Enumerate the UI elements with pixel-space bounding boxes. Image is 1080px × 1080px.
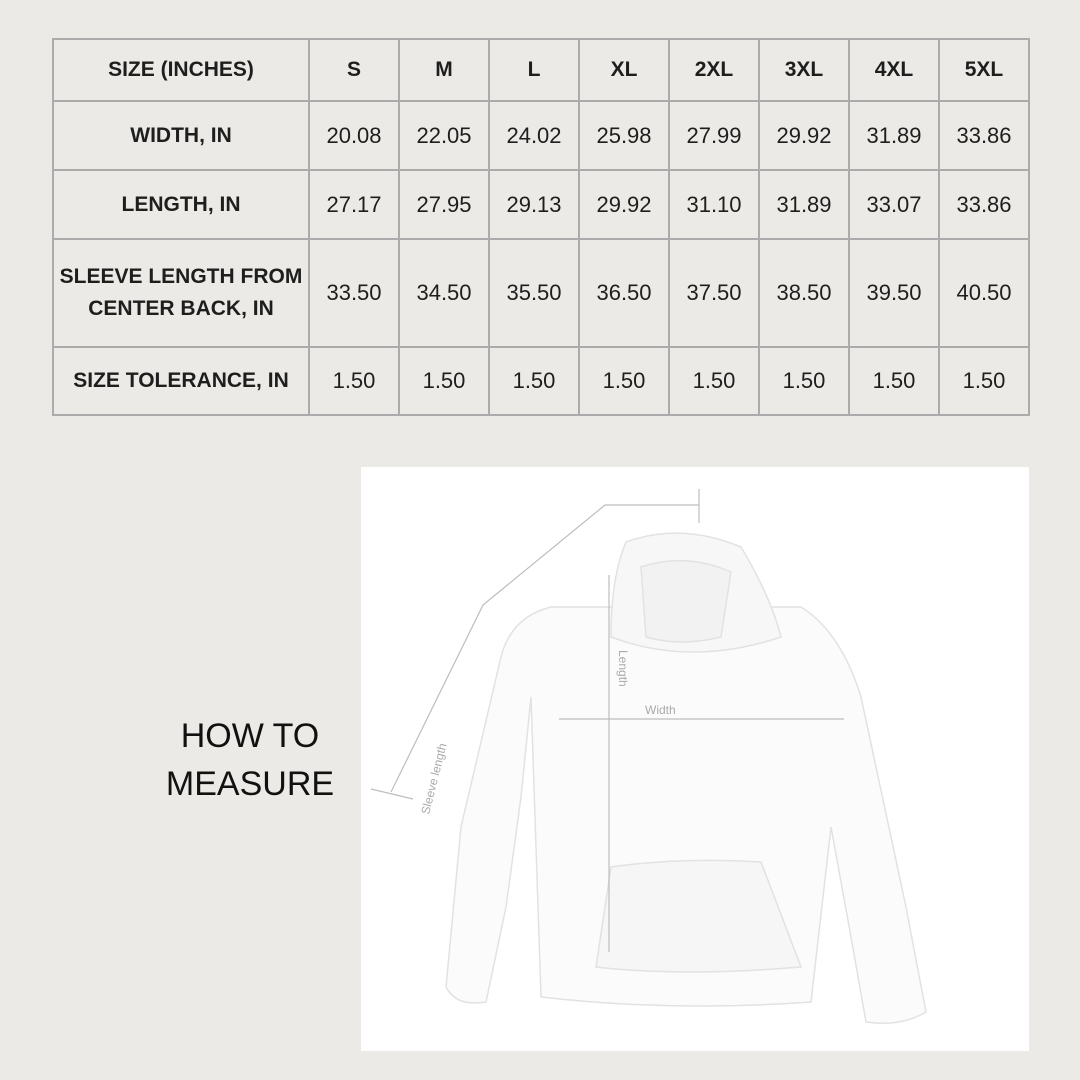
row-label: SIZE TOLERANCE, IN [52, 346, 310, 416]
table-cell: 25.98 [578, 100, 670, 171]
row-label: WIDTH, IN [52, 100, 310, 171]
hoodie-measurement-image: Sleeve length Length Width [361, 467, 1029, 1051]
table-row: LENGTH, IN 27.17 27.95 29.13 29.92 31.10 31.89… [52, 169, 1030, 240]
table-cell: 1.50 [488, 346, 580, 416]
table-cell: 20.08 [308, 100, 400, 171]
table-cell: 33.86 [938, 100, 1030, 171]
hoodie-illustration [445, 532, 927, 1024]
table-cell: 22.05 [398, 100, 490, 171]
row-label: LENGTH, IN [52, 169, 310, 240]
how-to-measure-title: HOW TO MEASURE [165, 717, 335, 803]
table-cell: 1.50 [578, 346, 670, 416]
size-header: M [398, 38, 490, 102]
table-cell: 35.50 [488, 238, 580, 348]
measurement-lines [370, 489, 844, 952]
size-header-label: SIZE (INCHES) [52, 38, 310, 102]
table-cell: 36.50 [578, 238, 670, 348]
size-header: 2XL [668, 38, 760, 102]
table-cell: 40.50 [938, 238, 1030, 348]
table-cell: 38.50 [758, 238, 850, 348]
size-header: 3XL [758, 38, 850, 102]
table-cell: 34.50 [398, 238, 490, 348]
table-cell: 31.89 [848, 100, 940, 171]
sleeve-length-label: Sleeve length [418, 742, 449, 816]
size-header: XL [578, 38, 670, 102]
width-label: Width [645, 703, 676, 717]
table-cell: 27.95 [398, 169, 490, 240]
table-cell: 1.50 [308, 346, 400, 416]
size-header: L [488, 38, 580, 102]
table-cell: 33.07 [848, 169, 940, 240]
table-cell: 29.92 [758, 100, 850, 171]
table-cell: 1.50 [758, 346, 850, 416]
table-row: WIDTH, IN 20.08 22.05 24.02 25.98 27.99 29.92 3… [52, 100, 1030, 171]
table-cell: 37.50 [668, 238, 760, 348]
table-cell: 39.50 [848, 238, 940, 348]
table-cell: 1.50 [938, 346, 1030, 416]
length-label: Length [616, 650, 630, 687]
size-header: 4XL [848, 38, 940, 102]
table-row: SLEEVE LENGTH FROM CENTER BACK, IN 33.50 3… [52, 238, 1030, 348]
size-header: 5XL [938, 38, 1030, 102]
table-cell: 1.50 [398, 346, 490, 416]
table-cell: 29.13 [488, 169, 580, 240]
table-cell: 31.89 [758, 169, 850, 240]
table-cell: 33.50 [308, 238, 400, 348]
table-cell: 31.10 [668, 169, 760, 240]
table-cell: 27.99 [668, 100, 760, 171]
row-label: SLEEVE LENGTH FROM CENTER BACK, IN [52, 238, 310, 348]
table-row: SIZE TOLERANCE, IN 1.50 1.50 1.50 1.50 1.50 1.… [52, 346, 1030, 416]
table-cell: 24.02 [488, 100, 580, 171]
table-cell: 29.92 [578, 169, 670, 240]
table-cell: 27.17 [308, 169, 400, 240]
size-chart-table: SIZE (INCHES) S M L XL 2XL 3XL 4XL 5XL WIDTH, IN 2… [52, 38, 1030, 416]
table-header-row: SIZE (INCHES) S M L XL 2XL 3XL 4XL 5XL [52, 38, 1030, 102]
table-cell: 1.50 [848, 346, 940, 416]
size-header: S [308, 38, 400, 102]
table-cell: 1.50 [668, 346, 760, 416]
table-cell: 33.86 [938, 169, 1030, 240]
